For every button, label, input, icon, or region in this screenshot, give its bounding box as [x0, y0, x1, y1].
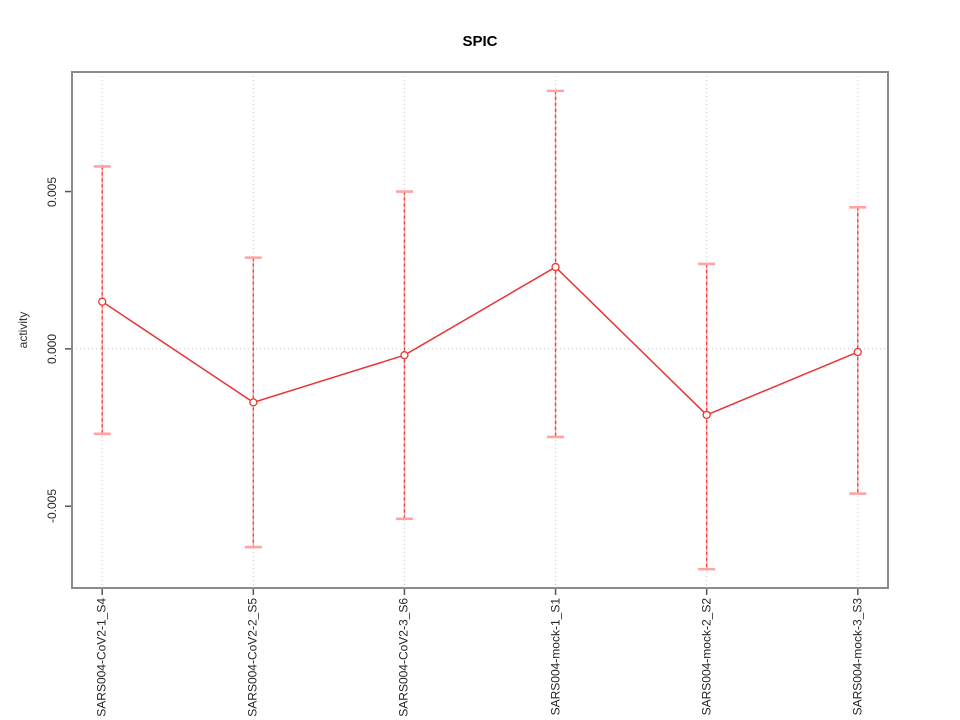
chart-title: SPIC [462, 33, 498, 50]
data-point [853, 347, 862, 357]
y-tick-label: -0.005 [45, 489, 59, 524]
y-tick-label: 0.005 [45, 176, 59, 207]
series-line [101, 266, 859, 416]
plot-area [71, 71, 889, 589]
y-tick-label: 0.000 [45, 333, 59, 364]
x-tick-label: SARS004-mock-3_S3 [850, 598, 865, 716]
data-point [702, 410, 711, 420]
x-tick-label: SARS004-CoV2-1_S4 [94, 598, 109, 717]
data-point [98, 297, 107, 306]
x-tick-label: SARS004-CoV2-2_S5 [245, 598, 260, 717]
data-point [249, 398, 258, 407]
x-tick-label: SARS004-mock-1_S1 [548, 598, 563, 716]
data-point [551, 262, 560, 272]
data-point [400, 351, 409, 360]
x-tick-label: SARS004-CoV2-3_S6 [396, 598, 411, 717]
x-tick-label: SARS004-mock-2_S2 [699, 598, 714, 716]
